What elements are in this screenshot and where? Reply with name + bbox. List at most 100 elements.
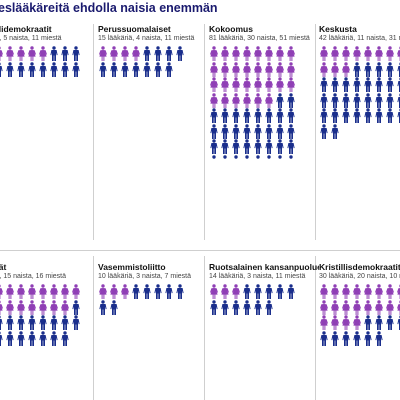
woman-icon bbox=[210, 92, 218, 108]
party-name: alidemokraatit bbox=[0, 24, 52, 34]
woman-icon bbox=[386, 46, 394, 61]
woman-icon bbox=[265, 61, 273, 77]
woman-icon bbox=[287, 61, 295, 77]
party-panel: Perussuomalaiset 15 lääkäriä, 4 naista, 1… bbox=[98, 24, 208, 159]
man-icon bbox=[342, 330, 350, 346]
man-icon bbox=[221, 108, 229, 123]
man-icon bbox=[364, 108, 372, 123]
man-icon bbox=[222, 154, 228, 159]
woman-icon bbox=[221, 61, 229, 77]
chart-title: eslääkäreitä ehdolla naisia enemmän bbox=[0, 1, 218, 15]
woman-icon bbox=[50, 284, 58, 299]
man-icon bbox=[287, 108, 295, 123]
pictogram-grid bbox=[98, 284, 208, 315]
man-icon bbox=[232, 139, 240, 154]
man-icon bbox=[266, 154, 272, 159]
woman-icon bbox=[221, 92, 229, 108]
man-icon bbox=[276, 92, 284, 108]
woman-icon bbox=[0, 46, 3, 61]
panel-divider bbox=[204, 256, 205, 400]
man-icon bbox=[154, 284, 162, 299]
panel-divider bbox=[315, 256, 316, 400]
man-icon bbox=[143, 284, 151, 299]
woman-icon bbox=[232, 46, 240, 61]
man-icon bbox=[342, 77, 350, 92]
man-icon bbox=[375, 77, 383, 92]
woman-icon bbox=[397, 46, 400, 61]
woman-icon bbox=[0, 300, 3, 315]
woman-icon bbox=[17, 299, 25, 315]
man-icon bbox=[386, 92, 394, 108]
man-icon bbox=[6, 315, 14, 330]
woman-icon bbox=[397, 284, 400, 299]
woman-icon bbox=[210, 46, 218, 61]
woman-icon bbox=[287, 77, 295, 92]
man-icon bbox=[342, 108, 350, 123]
party-stats: 15 lääkäriä, 4 naista, 11 miestä bbox=[98, 35, 195, 42]
man-icon bbox=[265, 123, 273, 139]
woman-icon bbox=[320, 315, 328, 330]
woman-icon bbox=[61, 284, 69, 299]
pictogram-grid bbox=[98, 46, 208, 77]
man-icon bbox=[243, 139, 251, 154]
party-stats: 10 lääkäriä, 3 naista, 7 miestä bbox=[98, 273, 191, 280]
party-stats: 30 lääkäriä, 20 naista, 10 miestä bbox=[319, 273, 400, 280]
pictogram-grid bbox=[319, 284, 400, 346]
man-icon bbox=[397, 93, 400, 108]
man-icon bbox=[39, 61, 47, 77]
woman-icon bbox=[353, 46, 361, 61]
woman-icon bbox=[221, 46, 229, 61]
man-icon bbox=[375, 61, 383, 77]
man-icon bbox=[72, 46, 80, 61]
man-icon bbox=[210, 108, 218, 123]
woman-icon bbox=[386, 299, 394, 315]
woman-icon bbox=[28, 284, 36, 299]
man-icon bbox=[232, 123, 240, 139]
man-icon bbox=[243, 123, 251, 139]
man-icon bbox=[331, 123, 339, 139]
man-icon bbox=[320, 77, 328, 92]
man-icon bbox=[254, 284, 262, 299]
man-icon bbox=[331, 92, 339, 108]
man-icon bbox=[265, 139, 273, 154]
man-icon bbox=[287, 123, 295, 139]
party-stats: ia, 5 naista, 11 miestä bbox=[0, 35, 62, 42]
man-icon bbox=[287, 139, 295, 154]
man-icon bbox=[397, 77, 400, 92]
woman-icon bbox=[320, 61, 328, 77]
man-icon bbox=[397, 62, 400, 77]
man-icon bbox=[364, 315, 372, 330]
woman-icon bbox=[17, 46, 25, 61]
woman-icon bbox=[254, 92, 262, 108]
woman-icon bbox=[331, 284, 339, 299]
woman-icon bbox=[232, 284, 240, 299]
man-icon bbox=[265, 299, 273, 315]
woman-icon bbox=[39, 284, 47, 299]
party-name: eät bbox=[0, 262, 7, 272]
party-stats: 14 lääkäriä, 3 naista, 11 miestä bbox=[209, 273, 306, 280]
man-icon bbox=[276, 123, 284, 139]
man-icon bbox=[132, 284, 140, 299]
man-icon bbox=[255, 154, 261, 159]
man-icon bbox=[276, 108, 284, 123]
man-icon bbox=[364, 77, 372, 92]
woman-icon bbox=[210, 284, 218, 299]
party-panel: eätiä, 15 naista, 16 miestä bbox=[0, 262, 104, 397]
woman-icon bbox=[364, 299, 372, 315]
man-icon bbox=[110, 299, 118, 315]
man-icon bbox=[254, 123, 262, 139]
man-icon bbox=[233, 154, 239, 159]
man-icon bbox=[244, 154, 250, 159]
party-name: Kristillisdemokraatit bbox=[319, 262, 400, 272]
woman-icon bbox=[364, 284, 372, 299]
man-icon bbox=[364, 92, 372, 108]
party-stats: iä, 15 naista, 16 miestä bbox=[0, 273, 66, 280]
party-panel: alidemokraatitia, 5 naista, 11 miestä bbox=[0, 24, 104, 159]
woman-icon bbox=[110, 284, 118, 299]
man-icon bbox=[154, 46, 162, 61]
woman-icon bbox=[6, 46, 14, 61]
woman-icon bbox=[265, 46, 273, 61]
panel-divider bbox=[93, 24, 94, 240]
man-icon bbox=[0, 62, 3, 77]
